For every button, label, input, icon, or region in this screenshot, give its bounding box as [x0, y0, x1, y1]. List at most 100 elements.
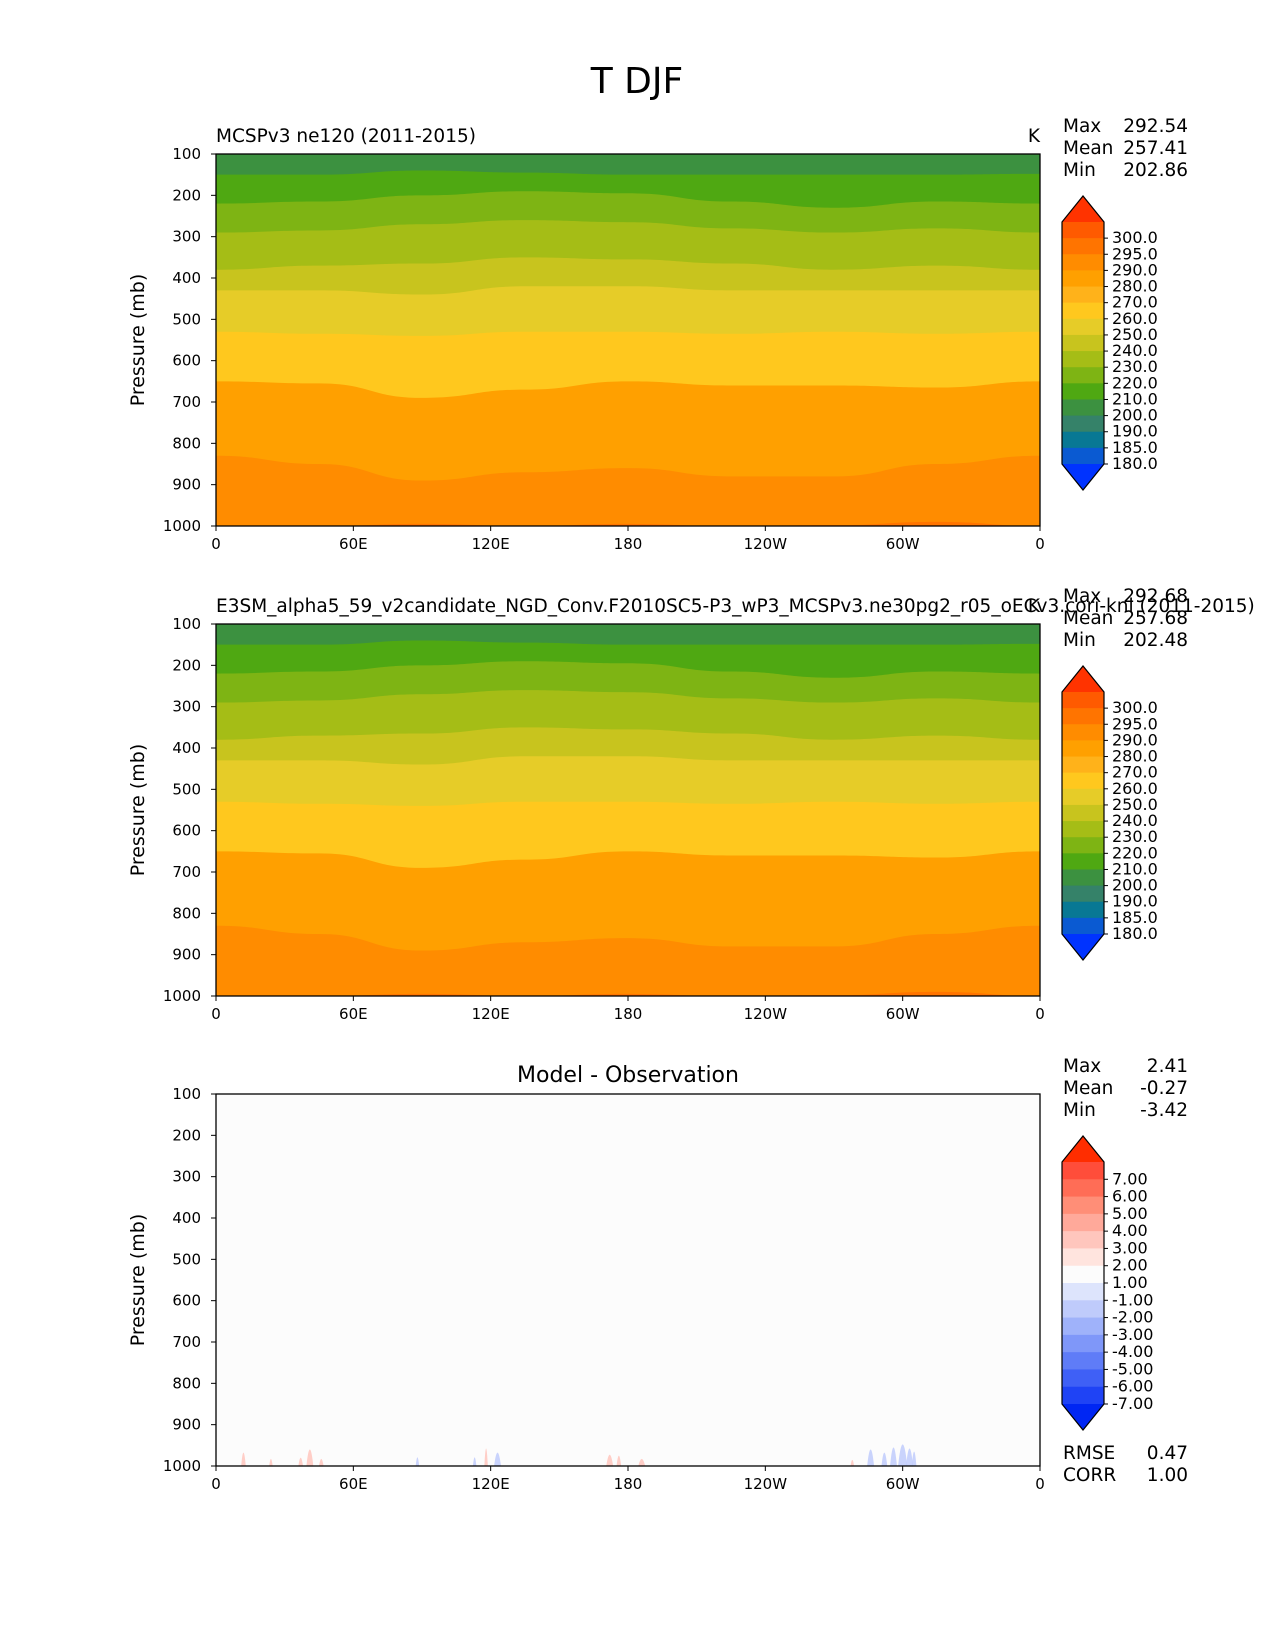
x-tick-label: 0: [211, 1005, 221, 1023]
colorbar-segment: [1062, 708, 1104, 725]
colorbar-segment: [1062, 1300, 1104, 1319]
colorbar-tick-label: -5.00: [1112, 1359, 1153, 1378]
y-tick-label: 700: [172, 1333, 201, 1351]
colorbar-segment: [1062, 869, 1104, 887]
plot-area: [216, 1094, 1040, 1466]
x-tick-label: 120W: [744, 1475, 788, 1493]
x-tick-label: 60W: [886, 1005, 920, 1023]
y-tick-label: 400: [172, 269, 201, 287]
colorbar-segment: [1062, 1369, 1104, 1388]
x-tick-label: 0: [211, 1475, 221, 1493]
colorbar-extend-max: [1062, 666, 1104, 692]
colorbar-tick-label: -3.00: [1112, 1325, 1153, 1344]
y-tick-label: 200: [172, 186, 201, 204]
anomaly-negative: [898, 1444, 908, 1466]
x-tick-label: 0: [1035, 535, 1045, 553]
stat-value-mean: 257.68: [1123, 608, 1188, 629]
colorbar-segment: [1062, 772, 1104, 790]
colorbar-tick-label: 300.0: [1112, 228, 1158, 247]
colorbar-segment: [1062, 447, 1104, 465]
colorbar-segment: [1062, 821, 1104, 838]
y-tick-label: 200: [172, 1126, 201, 1144]
colorbar-tick-label: 7.00: [1112, 1169, 1148, 1188]
x-tick-label: 60E: [339, 535, 368, 553]
colorbar-extend-min: [1062, 1404, 1104, 1430]
colorbar-segment: [1062, 1231, 1104, 1250]
x-tick-label: 120E: [472, 1475, 510, 1493]
colorbar-tick-label: 270.0: [1112, 293, 1158, 312]
colorbar-tick-label: 220.0: [1112, 373, 1158, 392]
stat-value-max: 2.41: [1147, 1056, 1188, 1077]
metric-value-corr: 1.00: [1147, 1465, 1188, 1486]
x-tick-label: 120E: [472, 1005, 510, 1023]
stat-value-mean: 257.41: [1123, 138, 1188, 159]
y-axis-label: Pressure (mb): [127, 274, 149, 407]
anomaly-negative: [867, 1449, 875, 1466]
colorbar-segment: [1062, 431, 1104, 449]
colorbar-tick-label: 210.0: [1112, 859, 1158, 878]
y-tick-label: 900: [172, 946, 201, 964]
y-tick-label: 300: [172, 228, 201, 246]
colorbar-segment: [1062, 692, 1104, 709]
y-tick-label: 500: [172, 780, 201, 798]
anomaly-negative: [494, 1452, 501, 1466]
anomaly-negative: [472, 1457, 477, 1466]
anomaly-positive: [484, 1448, 488, 1466]
colorbar-segment: [1062, 399, 1104, 417]
x-tick-label: 60E: [339, 1475, 368, 1493]
colorbar-segment: [1062, 286, 1104, 304]
y-tick-label: 800: [172, 1374, 201, 1392]
colorbar-segment: [1062, 1265, 1104, 1284]
x-tick-label: 120W: [744, 1005, 788, 1023]
anomaly-positive: [616, 1455, 622, 1466]
x-tick-label: 120E: [472, 535, 510, 553]
stat-label-max: Max: [1063, 116, 1101, 137]
y-tick-label: 100: [172, 615, 201, 633]
y-tick-label: 400: [172, 1209, 201, 1227]
colorbar-tick-label: 290.0: [1112, 260, 1158, 279]
colorbar-tick-label: 240.0: [1112, 341, 1158, 360]
stat-label-mean: Mean: [1063, 608, 1113, 629]
y-axis-label: Pressure (mb): [127, 744, 149, 877]
colorbar-tick-label: 270.0: [1112, 763, 1158, 782]
colorbar-segment: [1062, 1334, 1104, 1353]
colorbar-segment: [1062, 756, 1104, 774]
figure-title: T DJF: [590, 61, 683, 102]
anomaly-positive: [306, 1449, 314, 1466]
panel-test: 100 200 300 400 500 600 700 800 900 1000 0 60E 120E 1…: [127, 116, 1188, 553]
anomaly-negative: [911, 1451, 917, 1466]
colorbar-segment: [1062, 367, 1104, 384]
y-tick-label: 600: [172, 822, 201, 840]
colorbar-segment: [1062, 1352, 1104, 1371]
colorbar-segment: [1062, 917, 1104, 935]
contour-band-290: [216, 991, 1040, 996]
y-tick-label: 600: [172, 352, 201, 370]
colorbar-tick-label: -1.00: [1112, 1290, 1153, 1309]
colorbar-tick-label: 230.0: [1112, 357, 1158, 376]
colorbar-segment: [1062, 804, 1104, 822]
stat-label-min: Min: [1063, 630, 1096, 651]
stat-value-min: 202.48: [1123, 630, 1188, 651]
colorbar-segment: [1062, 1162, 1104, 1180]
x-tick-label: 180: [614, 535, 643, 553]
y-tick-label: 200: [172, 656, 201, 674]
colorbar-segment: [1062, 254, 1104, 271]
anomaly-positive: [298, 1457, 303, 1466]
colorbar-segment: [1062, 1248, 1104, 1267]
colorbar-segment: [1062, 1283, 1104, 1301]
colorbar-segment: [1062, 885, 1104, 903]
y-tick-label: 300: [172, 698, 201, 716]
colorbar-segment: [1062, 415, 1104, 433]
colorbar: 300.0295.0290.0280.0270.0260.0250.0240.0…: [1061, 195, 1158, 491]
stat-label-max: Max: [1063, 1056, 1101, 1077]
colorbar-tick-label: 180.0: [1112, 924, 1158, 943]
anomaly-positive: [269, 1458, 273, 1466]
y-tick-label: 500: [172, 310, 201, 328]
colorbar-tick-label: 260.0: [1112, 779, 1158, 798]
panel-reference: 100 200 300 400 500 600 700 800 900 1000 0 60E 120E 1…: [127, 586, 1255, 1023]
colorbar-segment: [1062, 383, 1104, 401]
colorbar-tick-label: 200.0: [1112, 406, 1158, 425]
colorbar-segment: [1062, 901, 1104, 919]
